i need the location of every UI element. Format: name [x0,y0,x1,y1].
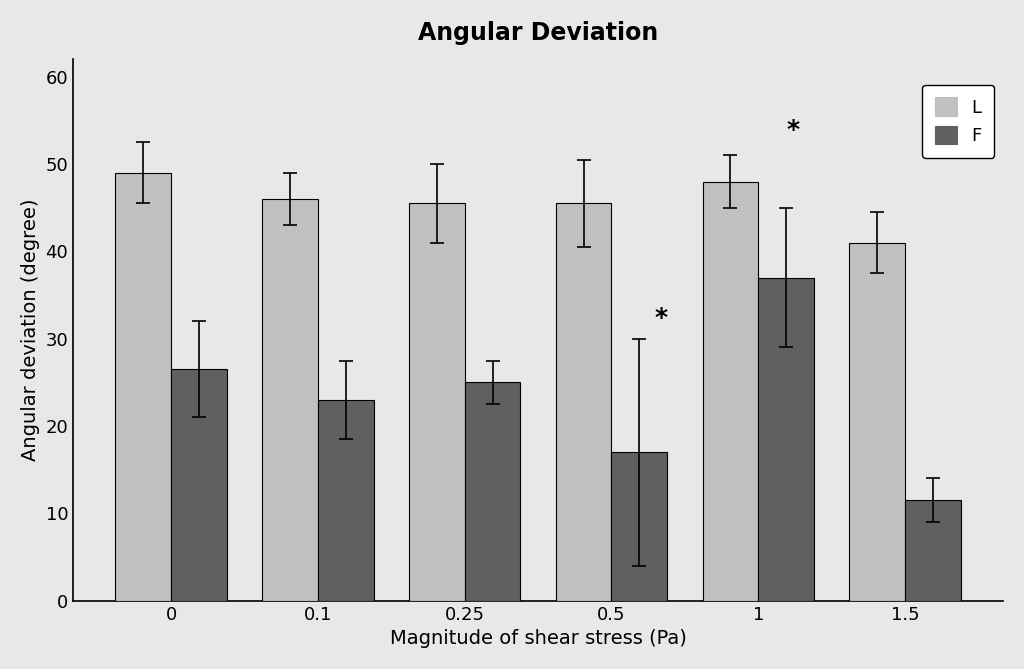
Legend: L, F: L, F [923,84,994,158]
Bar [317,400,374,601]
X-axis label: Magnitude of shear stress (Pa): Magnitude of shear stress (Pa) [390,629,686,648]
Bar [611,452,668,601]
Bar [905,500,961,601]
Text: *: * [654,306,668,330]
Bar [759,278,814,601]
Bar [849,243,905,601]
Bar [409,203,465,601]
Title: Angular Deviation: Angular Deviation [418,21,658,45]
Text: *: * [787,118,800,142]
Bar [556,203,611,601]
Bar [262,199,317,601]
Bar [465,383,520,601]
Bar [116,173,171,601]
Y-axis label: Angular deviation (degree): Angular deviation (degree) [20,199,40,461]
Bar [171,369,227,601]
Bar [702,181,759,601]
